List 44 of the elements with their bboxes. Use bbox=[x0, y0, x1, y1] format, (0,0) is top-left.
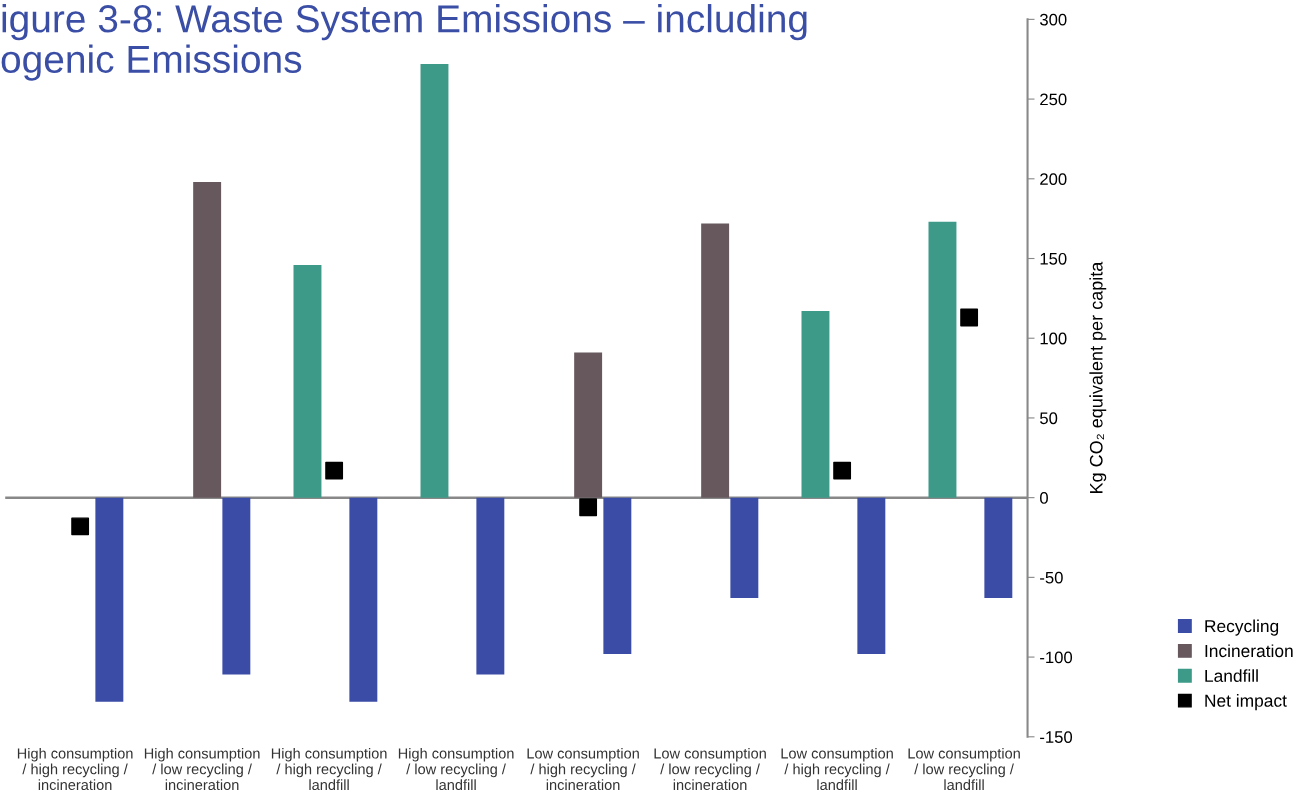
y-tick-label: -100 bbox=[1040, 651, 1073, 664]
point bbox=[71, 517, 90, 536]
bar bbox=[95, 497, 124, 702]
point bbox=[579, 498, 598, 517]
x-tick-label: Low consumption / high recycling / landfill bbox=[781, 747, 893, 791]
x-tick-label: High consumption / high recycling / incineration bbox=[17, 747, 133, 791]
y-tick-label: -150 bbox=[1040, 731, 1073, 743]
bar bbox=[574, 352, 603, 498]
x-tick-label: High consumption / low recycling / landfill bbox=[398, 747, 514, 791]
point bbox=[833, 461, 852, 480]
bar bbox=[730, 497, 759, 599]
y-tick-label: 100 bbox=[1040, 332, 1067, 345]
y-tick-label: 150 bbox=[1040, 252, 1067, 265]
legend-label: Incineration bbox=[1205, 644, 1293, 658]
y-axis-title: Kg CO₂ equivalent per capita bbox=[1089, 261, 1107, 494]
bar bbox=[603, 497, 632, 654]
bar bbox=[349, 497, 378, 702]
legend-label: Recycling bbox=[1205, 619, 1279, 636]
x-tick-label: Low consumption / low recycling / incineration bbox=[654, 747, 766, 791]
legend-label: Net impact bbox=[1205, 694, 1287, 711]
x-tick-label: Low consumption / high recycling / incineration bbox=[527, 747, 639, 791]
bar bbox=[984, 497, 1013, 599]
chart-title: igure 3-8: Waste System Emissions – including ogenic Emissions bbox=[1, 4, 807, 81]
legend-label: Landfill bbox=[1205, 669, 1258, 682]
point bbox=[960, 308, 979, 327]
bar bbox=[928, 221, 957, 498]
y-tick-label: 200 bbox=[1040, 173, 1067, 185]
bar bbox=[193, 181, 222, 498]
x-tick-label: High consumption / high recycling / landfill bbox=[271, 747, 387, 791]
y-tick-label: 300 bbox=[1039, 13, 1067, 26]
x-tick-label: Low consumption / low recycling / landfill bbox=[908, 747, 1020, 791]
bar bbox=[857, 497, 886, 654]
x-tick-label: High consumption / low recycling / incineration bbox=[144, 747, 260, 791]
y-tick-label: 0 bbox=[1040, 492, 1048, 504]
bar bbox=[420, 64, 449, 498]
y-tick-label: 50 bbox=[1040, 412, 1058, 425]
bar bbox=[801, 311, 830, 498]
y-tick-label: -50 bbox=[1040, 571, 1063, 584]
bar bbox=[701, 223, 730, 498]
y-tick-label: 250 bbox=[1040, 93, 1067, 106]
point bbox=[325, 461, 344, 480]
bar bbox=[222, 497, 251, 675]
bar bbox=[293, 264, 322, 498]
bar bbox=[476, 497, 505, 675]
